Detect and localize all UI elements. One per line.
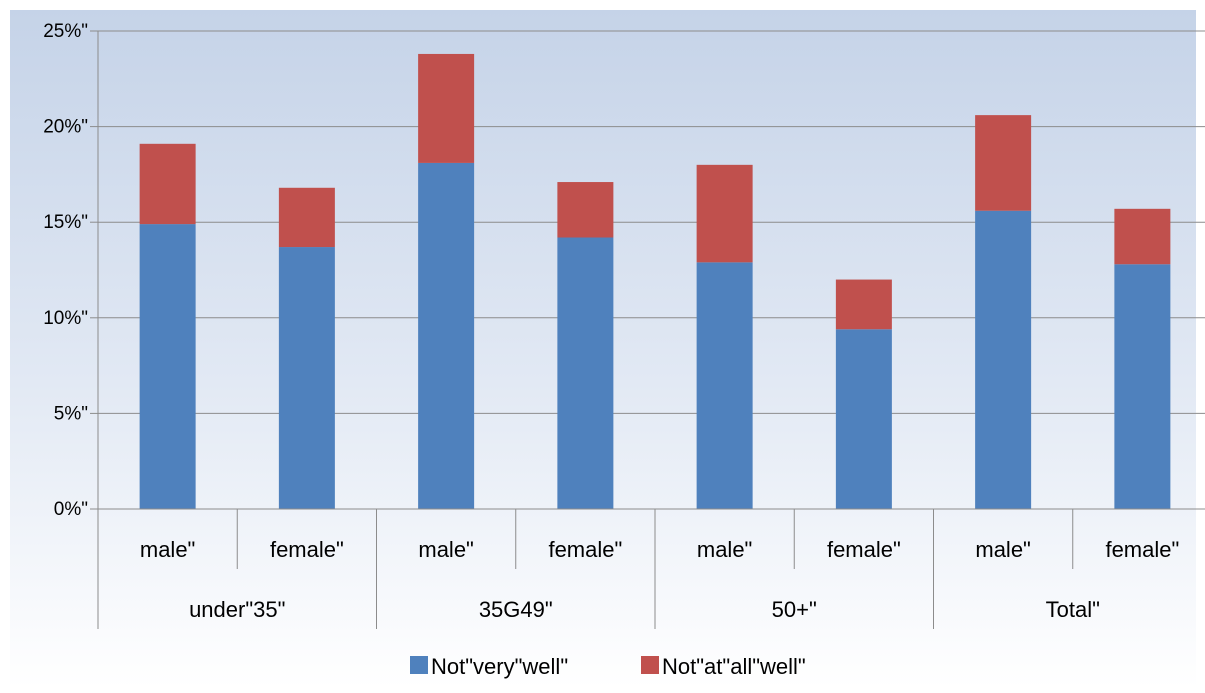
x-group-label: 50+" (772, 597, 817, 622)
bar-not-at-all-well (278, 187, 335, 248)
x-group-label: Total" (1046, 597, 1100, 622)
x-category-label: male" (140, 537, 196, 562)
x-group-label: under"35" (189, 597, 285, 622)
x-category-label: female" (270, 537, 344, 562)
bar-not-very-well (139, 224, 196, 509)
legend-swatch-not-very-well (410, 656, 428, 674)
bar-not-at-all-well (139, 143, 196, 225)
bar-not-at-all-well (835, 279, 892, 330)
x-category-label: female" (1105, 537, 1179, 562)
bar-not-very-well (278, 247, 335, 509)
bar-not-very-well (835, 329, 892, 509)
x-category-label: male" (697, 537, 753, 562)
y-tick-label: 10%" (43, 308, 88, 329)
legend-label-not-very-well: Not"very"well" (431, 654, 568, 679)
legend-swatch-not-at-all-well (641, 656, 659, 674)
y-tick-label: 0%" (54, 499, 88, 520)
y-tick-label: 25%" (43, 21, 88, 42)
bar-not-very-well (975, 210, 1032, 509)
y-tick-label: 5%" (54, 403, 88, 424)
legend: Not"very"well" Not"at"all"well" (410, 654, 806, 679)
y-tick-label: 15%" (43, 212, 88, 233)
bar-not-at-all-well (557, 182, 614, 238)
bar-not-at-all-well (1114, 208, 1171, 265)
bars (139, 53, 1171, 510)
x-category-label: male" (975, 537, 1031, 562)
x-category-label: female" (548, 537, 622, 562)
x-category-label: male" (418, 537, 474, 562)
legend-label-not-at-all-well: Not"at"all"well" (662, 654, 806, 679)
axes: 0%" 5%" 10%" 15%" 20%" 25%" male" female" male" f… (43, 21, 1205, 629)
bar-not-very-well (1114, 264, 1171, 509)
bar-not-at-all-well (418, 53, 475, 163)
bar-not-at-all-well (975, 115, 1032, 211)
bar-not-very-well (557, 237, 614, 509)
bar-not-at-all-well (696, 164, 753, 263)
bar-not-very-well (418, 162, 475, 510)
y-tick-label: 20%" (43, 117, 88, 138)
x-category-label: female" (827, 537, 901, 562)
bar-not-very-well (696, 262, 753, 509)
x-group-label: 35G49" (479, 597, 553, 622)
